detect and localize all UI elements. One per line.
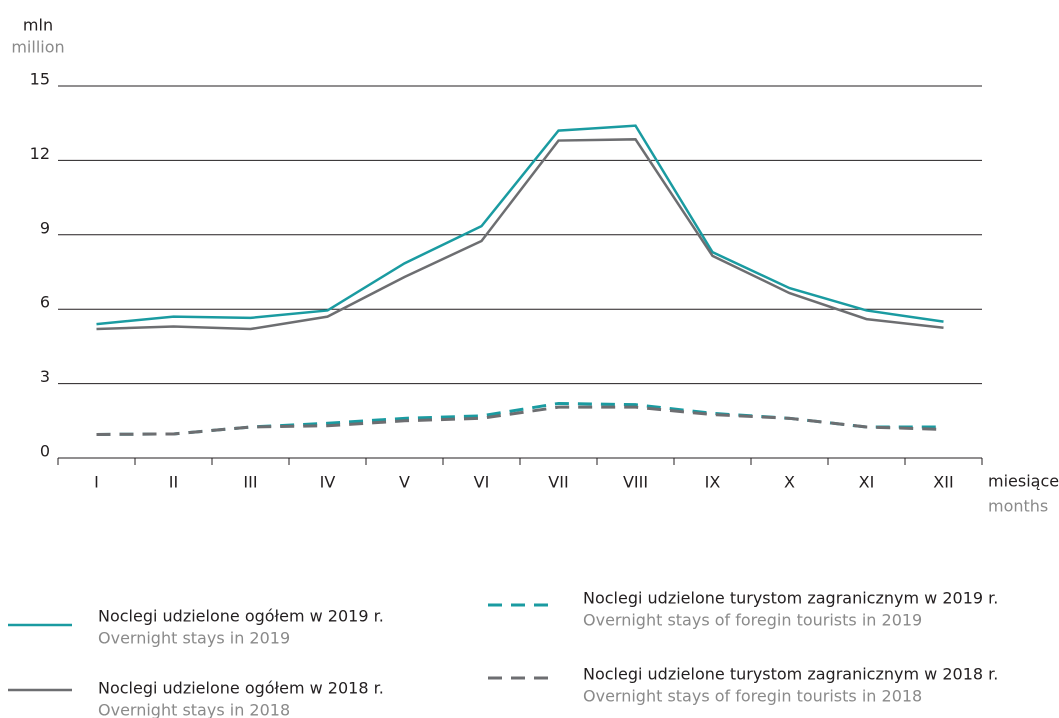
x-tick-label: XI <box>859 473 875 492</box>
y-tick-label: 15 <box>30 70 50 89</box>
legend-label: Noclegi udzielone ogółem w 2019 r. <box>98 607 384 626</box>
y-axis-label: mln <box>23 16 53 35</box>
x-tick-label: IX <box>705 473 721 492</box>
x-tick-label: I <box>94 473 99 492</box>
x-axis-label: miesiące <box>988 472 1059 491</box>
series-line <box>96 405 944 436</box>
series-line <box>96 124 944 326</box>
y-tick-label: 3 <box>40 367 50 386</box>
legend-label-en: Overnight stays in 2018 <box>98 701 290 718</box>
x-axis-label-en: months <box>988 497 1048 516</box>
series-line <box>96 138 944 331</box>
x-tick-label: VII <box>548 473 568 492</box>
legend-label-en: Overnight stays in 2019 <box>98 629 290 648</box>
x-tick-label: V <box>399 473 410 492</box>
x-tick-label: X <box>784 473 795 492</box>
x-tick-label: III <box>243 473 257 492</box>
y-tick-label: 12 <box>30 144 50 163</box>
y-tick-label: 0 <box>40 442 50 461</box>
x-tick-label: XII <box>933 473 953 492</box>
legend-label: Noclegi udzielone turystom zagranicznym … <box>583 665 998 684</box>
x-tick-label: VIII <box>623 473 648 492</box>
y-tick-label: 6 <box>40 293 50 312</box>
x-tick-label: II <box>169 473 178 492</box>
x-tick-label: VI <box>474 473 490 492</box>
x-tick-label: IV <box>320 473 336 492</box>
y-tick-label: 9 <box>40 218 50 237</box>
legend-label: Noclegi udzielone ogółem w 2018 r. <box>98 679 384 698</box>
legend-label-en: Overnight stays of foregin tourists in 2… <box>583 611 922 630</box>
y-axis-label-en: million <box>11 38 64 57</box>
legend-label: Noclegi udzielone turystom zagranicznym … <box>583 589 998 608</box>
legend-label-en: Overnight stays of foregin tourists in 2… <box>583 687 922 706</box>
